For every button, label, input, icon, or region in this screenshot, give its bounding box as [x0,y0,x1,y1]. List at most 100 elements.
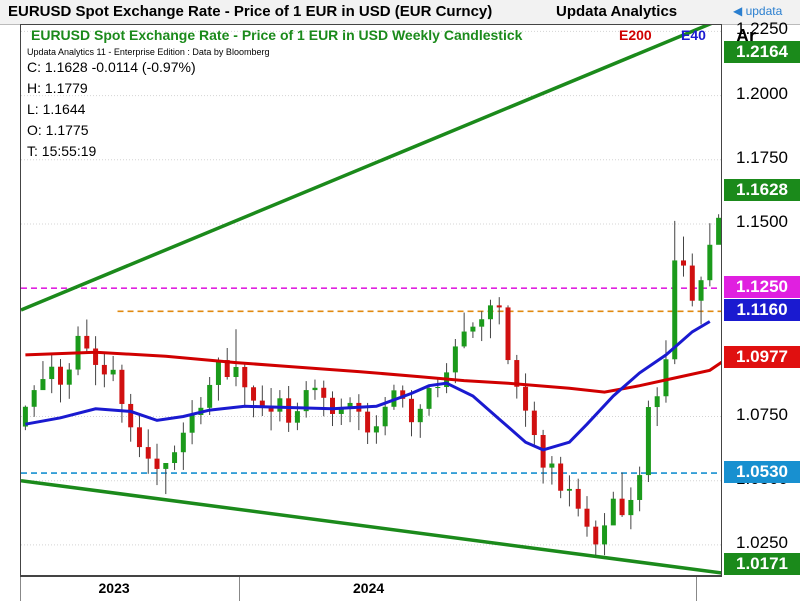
candle-body-58 [531,410,537,436]
window-title: EURUSD Spot Exchange Rate - Price of 1 E… [8,3,493,20]
price-tag-2: 1.1250 [724,276,800,299]
year-separator [239,577,241,601]
candle-body-52 [479,319,485,327]
price-axis[interactable]: Ar 1.22501.20001.17501.15001.07501.05001… [722,19,800,600]
chart-area[interactable]: EURUSD Spot Exchange Rate - Price of 1 E… [20,24,722,576]
price-tag-1: 1.1628 [724,179,800,202]
updata-logo-icon: ◀ [733,4,743,18]
price-tick-label: 1.2250 [736,19,788,39]
candle-body-60 [549,463,555,468]
candle-body-71 [645,407,651,476]
ohlc-low: L: 1.1644 [27,101,86,117]
candle-body-66 [602,525,608,545]
candle-body-30 [286,398,292,423]
candle-body-33 [312,387,318,391]
candle-body-9 [101,364,107,375]
price-tick-label: 1.1500 [736,211,788,231]
candle-body-76 [689,265,695,301]
candle-body-18 [180,432,186,453]
price-tick-label: 1.2000 [736,83,788,103]
candle-body-49 [452,346,458,373]
candle-body-13 [136,427,142,448]
candle-body-22 [215,360,221,385]
legend-e40: E40 [681,27,706,43]
candle-body-65 [593,526,599,545]
title-bar: EURUSD Spot Exchange Rate - Price of 1 E… [0,0,800,25]
candle-body-25 [242,366,248,388]
candle-body-67 [610,498,616,526]
trendline-1 [21,478,721,575]
candle-body-28 [268,407,274,412]
updata-logo: ◀ updata [733,4,782,18]
year-separator [695,577,697,601]
candle-body-4 [57,366,63,385]
candle-body-17 [172,452,178,464]
candle-body-43 [400,390,406,399]
candle-body-19 [189,414,195,433]
candle-body-57 [523,386,529,411]
price-tag-3: 1.1160 [724,299,800,322]
candle-body-0 [22,406,28,427]
candle-body-41 [382,406,388,427]
candle-body-61 [558,463,564,491]
price-tick-label: 1.1750 [736,147,788,167]
candle-body-11 [119,369,125,404]
candle-body-64 [584,508,590,527]
candle-body-7 [84,335,90,349]
candle-body-46 [426,388,432,409]
data-credit: Updata Analytics 11 - Enterprise Edition… [27,47,270,57]
price-tag-5: 1.0530 [724,461,800,484]
candle-body-26 [251,387,257,401]
candle-body-5 [66,369,72,385]
ohlc-high: H: 1.1779 [27,80,88,96]
candle-body-35 [330,397,336,414]
year-separator [20,577,21,601]
candle-body-29 [277,398,283,412]
candle-body-63 [575,488,581,509]
year-label-2024: 2024 [353,580,385,596]
axis-label: Ar [736,26,757,46]
candle-body-47 [435,387,441,389]
candle-body-8 [93,348,99,365]
legend-e200: E200 [619,27,652,43]
candle-body-34 [321,387,327,398]
candle-body-55 [505,307,511,361]
price-tag-0: 1.2164 [724,41,800,64]
candle-body-69 [628,499,634,516]
candle-body-62 [566,488,572,491]
price-tag-4: 1.0977 [724,346,800,369]
candle-body-77 [698,280,704,301]
logo-text: updata [745,4,783,18]
candle-body-14 [145,447,151,459]
candle-body-50 [461,331,467,347]
candle-body-51 [470,326,476,332]
candle-body-72 [654,396,660,408]
price-tick-label: 1.0750 [736,404,788,424]
candle-body-40 [373,426,379,433]
candle-body-15 [154,458,160,469]
candle-body-45 [417,408,423,423]
candle-body-53 [487,305,493,320]
price-tag-6: 1.0171 [724,553,800,576]
price-tick-label: 1.0250 [736,532,788,552]
date-axis[interactable]: 2023 2024 [20,576,722,601]
ohlc-time: T: 15:55:19 [27,143,97,159]
candle-body-31 [294,411,300,423]
candle-body-70 [637,475,643,500]
candlestick-plot [21,25,721,575]
candle-body-36 [338,407,344,414]
candle-body-56 [514,360,520,387]
candle-body-32 [303,390,309,412]
candle-body-44 [408,398,414,423]
candle-body-21 [207,384,213,408]
candle-body-68 [619,498,625,516]
candle-body-37 [347,402,353,408]
candle-body-27 [259,400,265,408]
candle-body-75 [681,260,687,266]
candle-body-78 [707,244,713,281]
candle-body-74 [672,260,678,360]
ohlc-open: O: 1.1775 [27,122,89,138]
candle-body-79 [716,217,721,245]
candle-body-12 [128,403,134,428]
ema200-line [25,350,721,394]
